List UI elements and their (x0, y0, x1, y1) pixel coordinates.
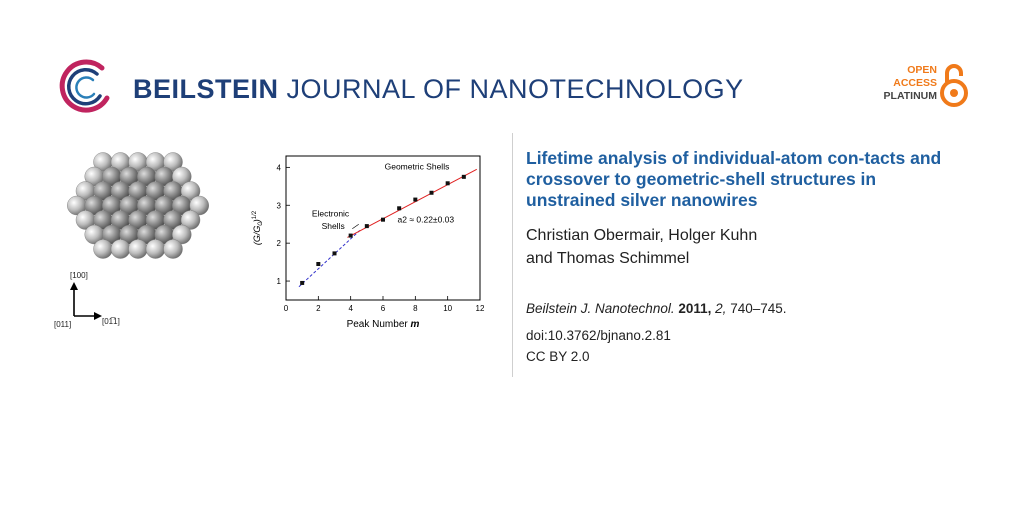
x-tick-label: 10 (443, 304, 452, 313)
fit-line-solid (347, 168, 477, 238)
y-tick-label: 1 (277, 277, 282, 286)
data-point (300, 280, 305, 285)
annotation-slope: a2 ≈ 0.22±0.03 (398, 214, 455, 224)
data-point (316, 262, 321, 266)
authors-line-2: and Thomas Schimmel (526, 250, 690, 267)
citation-pages: 740–745. (730, 301, 787, 316)
article-authors: Christian Obermair, Holger Kuhn and Thom… (526, 224, 757, 270)
data-point (445, 181, 450, 186)
annotation-pointer (352, 223, 359, 230)
x-tick-label: 12 (476, 304, 485, 313)
citation: Beilstein J. Nanotechnol. 2011, 2, 740–7… (526, 301, 787, 316)
atom (180, 181, 201, 201)
atom (172, 224, 192, 245)
x-tick-label: 6 (381, 304, 386, 313)
journal-name-bold: BEILSTEIN (133, 74, 279, 104)
atom (163, 152, 183, 172)
journal-name-rest: JOURNAL OF NANOTECHNOLOGY (286, 74, 744, 104)
y-axis-label: (G/G0)1/2 (252, 210, 264, 245)
data-point (461, 174, 466, 179)
journal-name: BEILSTEIN JOURNAL OF NANOTECHNOLOGY (133, 74, 744, 105)
axis-label-01-1: [01̅1] (102, 317, 120, 326)
authors-line-1: Christian Obermair, Holger Kuhn (526, 227, 758, 244)
article-title[interactable]: Lifetime analysis of individual-atom con… (526, 148, 942, 210)
x-axis-label: Peak Number m (347, 319, 420, 328)
axis-label-011: [011] (54, 320, 71, 329)
license-label: CC BY 2.0 (526, 349, 590, 364)
atom (189, 195, 209, 216)
atom (172, 166, 192, 187)
y-tick-label: 3 (277, 201, 282, 210)
annotation-geometric-shells: Geometric Shells (385, 161, 450, 171)
journal-header: BEILSTEIN JOURNAL OF NANOTECHNOLOGY OPEN… (55, 58, 975, 118)
x-tick-label: 4 (348, 304, 353, 313)
doi-link[interactable]: doi:10.3762/bjnano.2.81 (526, 328, 671, 343)
oa-open-label: OPEN (907, 64, 937, 76)
atom (145, 239, 166, 259)
vertical-divider (512, 133, 513, 377)
open-lock-icon (940, 64, 968, 107)
atom (128, 239, 148, 259)
y-tick-label: 4 (277, 163, 282, 172)
oa-platinum-label: PLATINUM (883, 90, 937, 102)
atom (180, 210, 201, 230)
annotation-electronic: Electronic (312, 209, 350, 219)
nanowire-crystal-image (67, 152, 209, 259)
data-point (364, 224, 369, 229)
beilstein-logo-icon (59, 59, 110, 113)
x-tick-label: 2 (316, 304, 321, 313)
crystal-axes-diagram: [100] [011] [01̅1] (54, 271, 120, 329)
data-point (429, 190, 434, 195)
citation-volume: 2, (715, 301, 727, 316)
annotation-shells: Shells (322, 221, 345, 231)
citation-year: 2011, (678, 301, 712, 316)
open-access-badge: OPEN ACCESS PLATINUM (865, 64, 937, 103)
x-tick-label: 0 (284, 304, 289, 313)
x-tick-label: 8 (413, 304, 418, 313)
data-point (348, 233, 353, 238)
atom (163, 239, 183, 259)
y-tick-label: 2 (277, 239, 282, 248)
data-point (397, 206, 402, 211)
axis-label-100: [100] (70, 271, 88, 280)
data-point (413, 197, 418, 202)
journal-abbrev: Beilstein J. Nanotechnol. (526, 301, 675, 316)
fit-line-dashed (298, 229, 361, 288)
data-point (381, 217, 385, 222)
atom (93, 239, 113, 259)
atom (110, 239, 131, 259)
data-point (332, 251, 337, 256)
plot-frame (285, 155, 481, 301)
oa-access-label: ACCESS (893, 77, 937, 89)
